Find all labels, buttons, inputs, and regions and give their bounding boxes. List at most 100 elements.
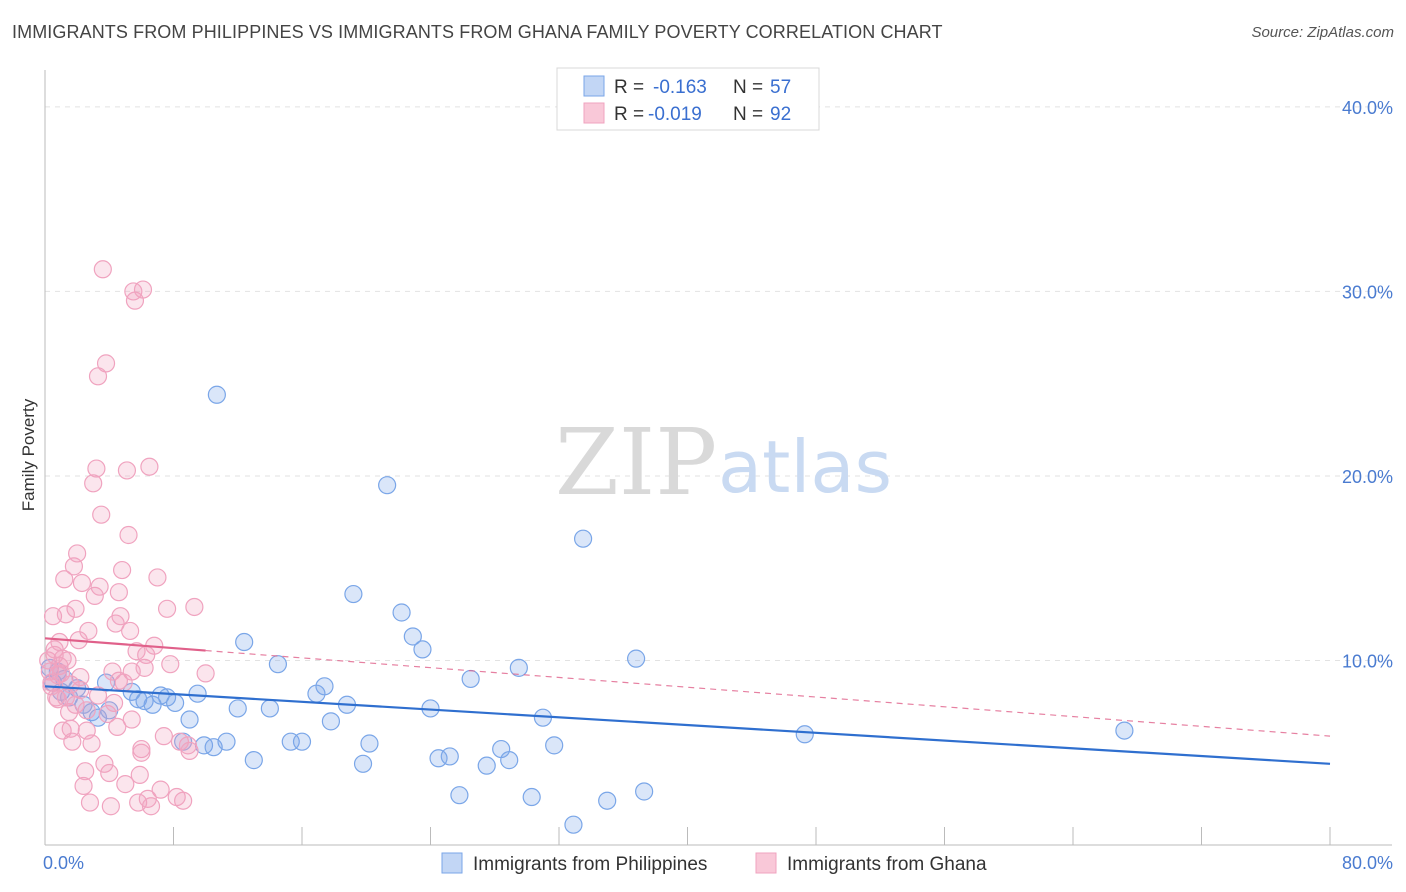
point-ghana-40 <box>103 662 122 681</box>
x-tick-label-1: 80.0% <box>1342 853 1393 873</box>
chart-title: IMMIGRANTS FROM PHILIPPINES VS IMMIGRANT… <box>12 22 943 42</box>
point-philippines-55 <box>564 815 583 834</box>
point-ghana-84 <box>109 671 128 690</box>
point-philippines-57 <box>598 791 617 810</box>
source-credit: Source: ZipAtlas.com <box>1251 24 1394 41</box>
point-ghana-21 <box>72 573 92 593</box>
grid-lines <box>45 106 1392 661</box>
point-ghana-64 <box>141 797 161 816</box>
point-ghana-10 <box>55 570 74 589</box>
point-ghana-49 <box>117 461 137 480</box>
point-ghana-36 <box>96 354 116 373</box>
point-philippines-40 <box>392 603 411 622</box>
point-ghana-11 <box>56 605 75 624</box>
point-philippines-48 <box>477 756 496 775</box>
point-ghana-22 <box>74 776 93 796</box>
legend-n-value-1: 57 <box>770 77 791 98</box>
point-ghana-28 <box>84 474 103 493</box>
point-philippines-41 <box>403 627 422 646</box>
y-tick-label-1: 20.0% <box>1342 467 1393 487</box>
point-ghana-32 <box>90 577 109 596</box>
point-philippines-26 <box>235 632 254 652</box>
point-ghana-68 <box>154 727 173 746</box>
point-philippines-31 <box>292 732 312 751</box>
point-philippines-61 <box>1115 721 1134 740</box>
point-ghana-82 <box>66 695 85 714</box>
point-philippines-18 <box>166 693 185 713</box>
point-ghana-81 <box>45 640 64 659</box>
point-ghana-15 <box>63 732 82 751</box>
point-philippines-29 <box>268 655 288 674</box>
trend-line-ghana-solid <box>44 637 206 652</box>
point-philippines-37 <box>353 754 373 773</box>
y-tick-label-0: 10.0% <box>1342 651 1393 671</box>
point-ghana-69 <box>157 599 177 618</box>
legend-n-label-2: N = <box>733 104 763 125</box>
point-philippines-44 <box>429 749 448 768</box>
point-ghana-31 <box>88 367 108 386</box>
series-legend-label-ghana: Immigrants from Ghana <box>787 854 987 875</box>
y-axis-label: Family Poverty <box>19 398 38 511</box>
point-philippines-60 <box>795 725 814 744</box>
point-ghana-27 <box>82 734 101 753</box>
point-ghana-23 <box>76 762 95 781</box>
point-philippines-27 <box>244 751 263 770</box>
point-ghana-39 <box>101 797 120 816</box>
watermark-zip: ZIP <box>555 409 717 516</box>
y-tick-label-2: 30.0% <box>1342 282 1393 302</box>
point-ghana-75 <box>196 664 215 683</box>
point-ghana-57 <box>130 765 149 784</box>
point-philippines-25 <box>228 699 247 718</box>
legend-swatch-ghana <box>583 102 605 124</box>
legend-r-label-1: R = <box>614 77 644 98</box>
point-ghana-74 <box>185 597 204 617</box>
axes <box>44 70 1392 846</box>
series-legend-label-philippines: Immigrants from Philippines <box>473 854 707 875</box>
point-ghana-37 <box>98 704 117 724</box>
point-ghana-90 <box>122 710 141 729</box>
trend-line-philippines <box>44 685 1331 765</box>
data-points <box>39 260 1134 834</box>
point-ghana-44 <box>109 583 128 602</box>
point-ghana-41 <box>104 693 124 713</box>
point-ghana-89 <box>50 656 69 676</box>
trend-lines <box>44 637 1331 765</box>
point-ghana-87 <box>77 701 96 720</box>
correlation-legend: R = -0.163 N = 57 R = -0.019 N = 92 <box>556 67 820 131</box>
point-ghana-59 <box>133 280 153 299</box>
point-ghana-72 <box>174 791 193 810</box>
point-philippines-46 <box>450 786 469 805</box>
point-philippines-62 <box>207 385 226 404</box>
point-ghana-29 <box>85 586 104 605</box>
point-philippines-36 <box>344 584 363 604</box>
point-ghana-17 <box>66 599 85 618</box>
point-ghana-55 <box>127 642 146 661</box>
watermark-atlas: atlas <box>718 425 892 509</box>
legend-r-label-2: R = <box>614 104 644 125</box>
point-ghana-50 <box>119 525 138 545</box>
point-philippines-16 <box>151 686 170 705</box>
point-philippines-58 <box>626 649 646 668</box>
point-ghana-33 <box>92 505 111 524</box>
legend-n-label-1: N = <box>733 77 763 98</box>
point-ghana-91 <box>180 741 199 760</box>
point-philippines-54 <box>545 736 564 755</box>
point-ghana-48 <box>116 775 135 794</box>
point-philippines-24 <box>217 732 236 751</box>
point-ghana-70 <box>161 655 180 674</box>
point-ghana-85 <box>132 743 151 762</box>
point-philippines-21 <box>188 684 207 703</box>
point-ghana-67 <box>151 780 170 799</box>
trend-line-ghana-dashed <box>205 649 1331 737</box>
point-ghana-66 <box>148 568 167 587</box>
point-ghana-25 <box>79 621 98 641</box>
point-ghana-43 <box>108 717 127 737</box>
point-philippines-42 <box>413 640 432 659</box>
point-ghana-46 <box>112 560 132 580</box>
point-ghana-45 <box>111 607 130 626</box>
point-ghana-51 <box>121 621 140 641</box>
point-philippines-28 <box>260 699 279 718</box>
x-tick-label-0: 0.0% <box>43 853 84 873</box>
point-philippines-20 <box>180 710 199 729</box>
point-philippines-45 <box>440 747 459 766</box>
